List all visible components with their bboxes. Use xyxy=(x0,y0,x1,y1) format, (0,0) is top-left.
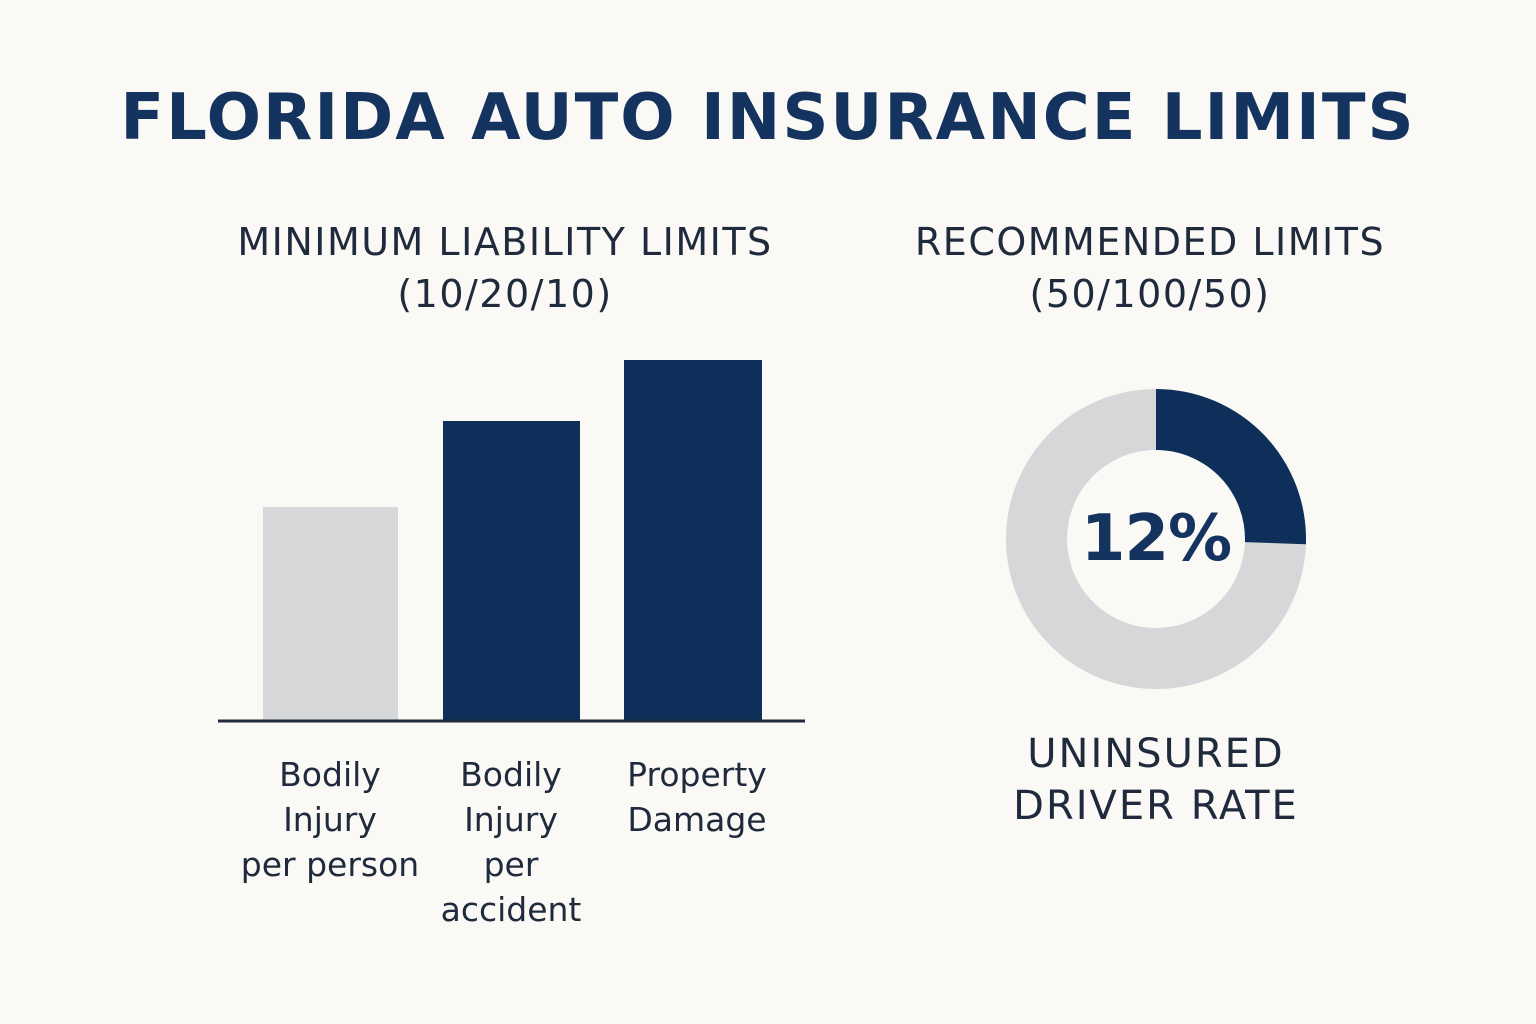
donut-caption: UNINSURED DRIVER RATE xyxy=(960,728,1352,832)
category-label-property-damage: Property Damage xyxy=(627,755,767,839)
category-label-bodily-injury-per-person: Bodily Injury per person xyxy=(240,755,420,884)
bar-bodily-injury-per-accident xyxy=(443,421,580,721)
donut-chart-title: RECOMMENDED LIMITS (50/100/50) xyxy=(860,216,1440,320)
donut-center-label: 12% xyxy=(1080,502,1232,576)
page-title: FLORIDA AUTO INSURANCE LIMITS xyxy=(120,81,1416,155)
category-label-bodily-injury-per-accident: Bodily Injury per accident xyxy=(440,755,582,929)
bar-chart-title-line1: MINIMUM LIABILITY LIMITS xyxy=(237,220,773,264)
donut-chart xyxy=(1006,389,1306,689)
bar-chart xyxy=(263,360,762,721)
donut-chart-title-line2: (50/100/50) xyxy=(1029,272,1271,316)
donut-segment-uninsured xyxy=(1156,389,1306,545)
bar-bodily-injury-per-person xyxy=(263,507,398,721)
bar-chart-title-line2: (10/20/10) xyxy=(397,272,613,316)
donut-chart-title-line1: RECOMMENDED LIMITS xyxy=(914,220,1386,264)
donut-caption-line1: UNINSURED xyxy=(1027,731,1285,777)
bar-property-damage xyxy=(624,360,762,721)
donut-caption-line2: DRIVER RATE xyxy=(1013,783,1299,829)
bar-chart-title: MINIMUM LIABILITY LIMITS (10/20/10) xyxy=(170,216,840,320)
